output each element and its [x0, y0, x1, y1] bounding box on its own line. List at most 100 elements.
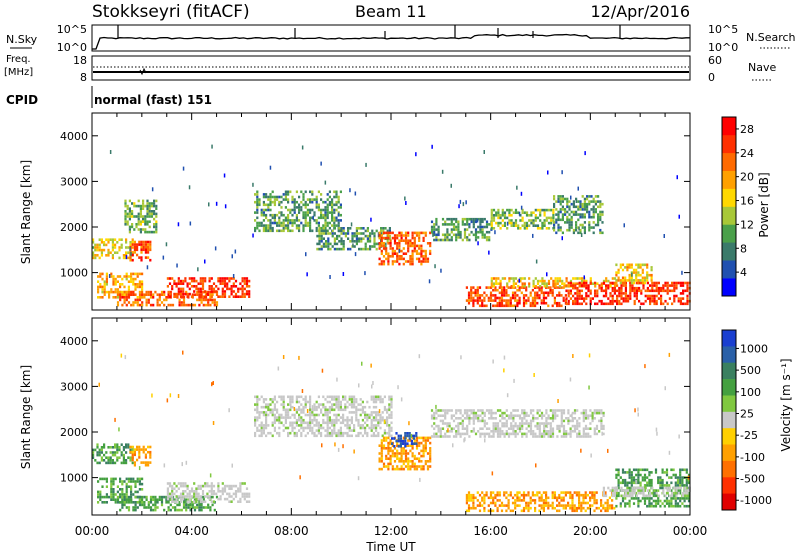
echo-cell	[488, 417, 491, 420]
echo-cell	[662, 302, 665, 306]
echo-cell	[149, 245, 152, 249]
echo-cell	[512, 417, 515, 420]
echo-cell	[396, 260, 399, 263]
echo-cell	[579, 205, 582, 209]
echo-cell	[350, 418, 353, 422]
echo-cell	[132, 280, 135, 283]
echo-cell	[158, 293, 161, 296]
echo-cell	[483, 233, 486, 237]
echo-cell	[418, 260, 421, 263]
echo-cell	[516, 414, 519, 417]
echo-cell	[119, 508, 122, 512]
echo-cell	[512, 430, 515, 433]
echo-cell	[422, 465, 425, 468]
echo-cell	[348, 424, 351, 427]
echo-cell	[198, 501, 201, 504]
echo-cell	[572, 200, 575, 203]
echo-cell	[328, 190, 331, 194]
echo-cell	[488, 238, 491, 242]
echo-cell	[387, 436, 390, 440]
echo-cell	[133, 461, 136, 464]
echo-cell	[639, 263, 642, 267]
echo-cell	[578, 496, 581, 500]
echo-cell	[588, 228, 591, 232]
echo-cell	[540, 299, 543, 302]
echo-cell	[138, 453, 141, 457]
echo-cell	[217, 279, 220, 283]
echo-cell	[114, 288, 117, 291]
echo-cell	[173, 492, 176, 496]
echo-cell	[570, 226, 573, 229]
echo-cell	[298, 219, 301, 222]
echo-cell	[262, 195, 265, 199]
echo-cell	[481, 299, 484, 302]
echo-cell	[568, 218, 571, 222]
echo-cell	[651, 299, 654, 303]
echo-cell	[112, 280, 115, 283]
echo-cell	[465, 286, 468, 289]
echo-cell	[127, 275, 130, 278]
echo-cell	[295, 411, 298, 414]
echo-cell	[300, 416, 303, 419]
echo-cell	[418, 444, 421, 447]
echo-cell	[393, 460, 397, 463]
echo-cell	[98, 453, 101, 457]
echo-cell	[496, 409, 500, 412]
echo-cell	[466, 220, 469, 224]
echo-cell	[107, 241, 110, 244]
echo-cell	[637, 497, 640, 500]
echo-cell	[649, 294, 652, 298]
echo-cell	[520, 493, 523, 497]
echo-cell	[206, 292, 209, 296]
echo-cell	[122, 256, 125, 260]
echo-cell	[197, 492, 200, 496]
echo-cell	[578, 297, 581, 300]
echo-cell	[435, 220, 438, 224]
echo-cell	[501, 414, 504, 417]
echo-cell	[267, 431, 270, 435]
echo-cell	[568, 208, 571, 211]
echo-cell	[256, 418, 259, 422]
echo-cell	[514, 219, 518, 222]
echo-cell	[637, 279, 640, 282]
echo-cell	[567, 289, 570, 293]
echo-cell	[231, 254, 233, 259]
echo-cell	[325, 232, 328, 235]
echo-cell	[204, 277, 207, 280]
echo-cell	[467, 493, 471, 497]
echo-cell	[150, 210, 153, 213]
echo-cell	[616, 284, 619, 287]
echo-cell	[190, 295, 194, 298]
echo-cell	[437, 228, 440, 231]
echo-cell	[530, 221, 533, 225]
echo-cell	[514, 208, 518, 212]
echo-cell	[538, 509, 541, 513]
echo-cell	[468, 435, 471, 438]
echo-cell	[490, 219, 493, 222]
echo-cell	[230, 484, 233, 488]
echo-cell	[545, 417, 548, 420]
freq-right-tick-top: 60	[708, 54, 722, 67]
echo-cell	[534, 296, 537, 300]
echo-cell	[317, 424, 320, 427]
echo-cell	[324, 429, 327, 432]
echo-cell	[557, 200, 560, 203]
echo-cell	[492, 282, 496, 285]
echo-cell	[136, 253, 139, 257]
echo-cell	[485, 432, 489, 436]
echo-cell	[364, 229, 367, 233]
echo-cell	[637, 478, 640, 482]
echo-cell	[534, 224, 537, 227]
echo-cell	[107, 461, 110, 465]
echo-cell	[478, 493, 482, 497]
echo-cell	[562, 506, 565, 510]
echo-cell	[228, 492, 231, 496]
echo-cell	[282, 403, 285, 406]
echo-cell	[127, 443, 130, 446]
echo-cell	[437, 427, 440, 430]
echo-cell	[549, 424, 552, 428]
echo-cell	[556, 301, 559, 305]
echo-cell	[382, 244, 386, 248]
echo-cell	[284, 418, 287, 422]
echo-cell	[541, 279, 544, 283]
